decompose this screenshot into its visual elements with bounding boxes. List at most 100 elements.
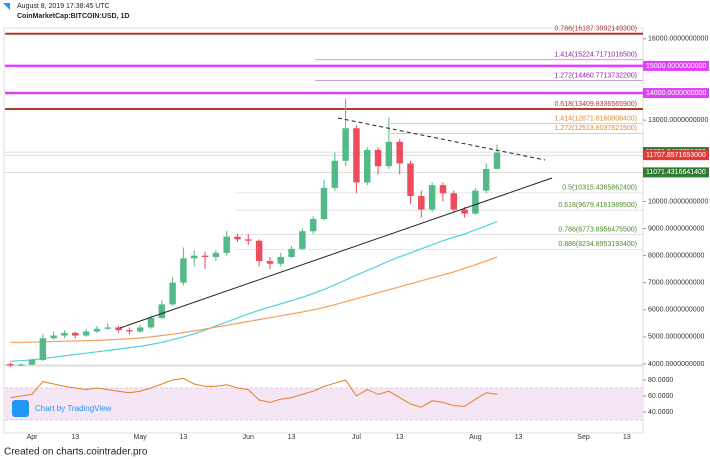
fib-label: 1.414(12871.8160808400) [554, 115, 637, 122]
candle-body [407, 163, 414, 196]
candle-body [234, 236, 241, 240]
price-tag [643, 60, 709, 71]
y-tick-label: 8000.0000000000 [648, 252, 705, 259]
candle-body [428, 185, 436, 210]
main-panel [3, 27, 644, 366]
price-tag-label: 14000.0000000000 [646, 90, 706, 97]
price-tag-label: 11707.8571653000 [646, 152, 706, 159]
candle-body [320, 187, 328, 220]
candle-body [28, 359, 36, 365]
y-tick-label: 16000.0000000000 [648, 36, 708, 43]
candle-body [266, 261, 274, 264]
x-tick-label: 13 [71, 434, 79, 441]
y-tick-label: 7000.0000000000 [648, 280, 705, 287]
candle-body [223, 236, 230, 253]
tv-logo [12, 400, 29, 417]
x-tick-label: 13 [515, 434, 523, 441]
fib-label: 0.5(10315.4365862400) [562, 185, 637, 192]
x-tick-label: Aug [469, 434, 482, 441]
y-tick-label: 40.0000 [648, 409, 673, 416]
candle-body [158, 304, 166, 318]
fib-label: 0.886(8234.8953193400) [558, 241, 637, 248]
candle-body [255, 240, 263, 262]
logo-icon [3, 3, 10, 10]
x-tick-label: May [134, 434, 148, 441]
support-trendline [119, 177, 553, 329]
rsi-line [10, 377, 498, 408]
candle-body [169, 282, 176, 305]
moving-average [10, 221, 498, 362]
price-tag-label: 11071.4316641400 [646, 169, 706, 176]
y-tick-label: 13000.0000000000 [648, 117, 708, 124]
candle-body [364, 149, 371, 183]
price-tag-label: 15000.0000000000 [646, 63, 706, 70]
price-tag [643, 150, 709, 161]
fib-label: 0.786(16187.3992149300) [554, 26, 637, 33]
x-tick-label: 13 [180, 434, 188, 441]
candle-body [61, 332, 68, 336]
candle-body [136, 327, 144, 332]
candle-body [7, 364, 14, 366]
y-tick-label: 5000.0000000000 [648, 334, 705, 341]
x-tick-label: 13 [396, 434, 404, 441]
candle-body [212, 252, 220, 257]
candle-body [50, 335, 57, 339]
y-tick-label: 9000.0000000000 [648, 225, 705, 232]
price-tag [643, 88, 709, 99]
moving-average [10, 256, 498, 343]
x-tick-label: Jun [243, 434, 254, 441]
candle-body [482, 168, 490, 191]
candle-body [493, 152, 501, 169]
timestamp: August 8, 2019 17:38:45 UTC [17, 3, 110, 10]
watermark: Chart by TradingView [35, 404, 112, 413]
y-tick-label: 6000.0000000000 [648, 307, 705, 314]
plot: 4000.0000000000 5000.0000000000 6000.00000… [5, 26, 709, 441]
candle-body [288, 248, 295, 257]
x-tick-label: Sep [577, 434, 590, 441]
x-tick-label: Jul [352, 434, 361, 441]
fib-label: 1.272(14460.7713732200) [554, 72, 637, 79]
candle-body [39, 338, 47, 360]
y-tick-label: 4000.0000000000 [648, 361, 705, 368]
candle-body [201, 255, 209, 257]
candle-body [374, 149, 382, 167]
candle-body [126, 330, 133, 332]
candle-body [147, 317, 155, 328]
candle-body [472, 190, 479, 214]
x-tick-label: 13 [623, 434, 631, 441]
symbol: CoinMarketCap:BITCOIN:USD, 1D [17, 13, 129, 20]
candle-body [299, 231, 306, 249]
resistance-trendline [337, 117, 546, 161]
y-tick-label: 80.0000 [648, 377, 673, 384]
y-tick-label: 10000.0000000000 [648, 198, 708, 205]
candle-body [115, 327, 122, 331]
candle-body [385, 141, 393, 167]
candle-body [93, 328, 101, 332]
candle-body [450, 193, 458, 210]
candle-body [331, 160, 339, 188]
fib-label: 0.618(13409.8336565900) [554, 101, 637, 108]
candle-body [342, 128, 349, 161]
x-tick-label: Apr [27, 434, 39, 441]
fib-label: 1.414(15224.7171016500) [554, 52, 637, 59]
candle-body [353, 128, 360, 183]
rsi-band [5, 388, 643, 420]
candle-body [17, 364, 25, 366]
candle-body [439, 185, 447, 194]
candle-body [72, 332, 79, 336]
fib-label: 0.618(9679.4161989500) [558, 202, 637, 209]
candle-body [277, 256, 284, 264]
candle-body [82, 331, 90, 336]
y-tick-label: 60.0000 [648, 393, 673, 400]
fib-label: 0.786(8773.8956475500) [558, 226, 637, 233]
footer: Created on charts.cointrader.pro [4, 447, 148, 458]
candle-body [418, 196, 425, 210]
candle-body [104, 327, 111, 329]
candle-body [309, 219, 317, 232]
candle-body [396, 141, 403, 164]
candle-body [190, 255, 198, 259]
fib-label: 1.272(12513.8037821500) [554, 125, 637, 132]
price-tag [643, 167, 709, 178]
